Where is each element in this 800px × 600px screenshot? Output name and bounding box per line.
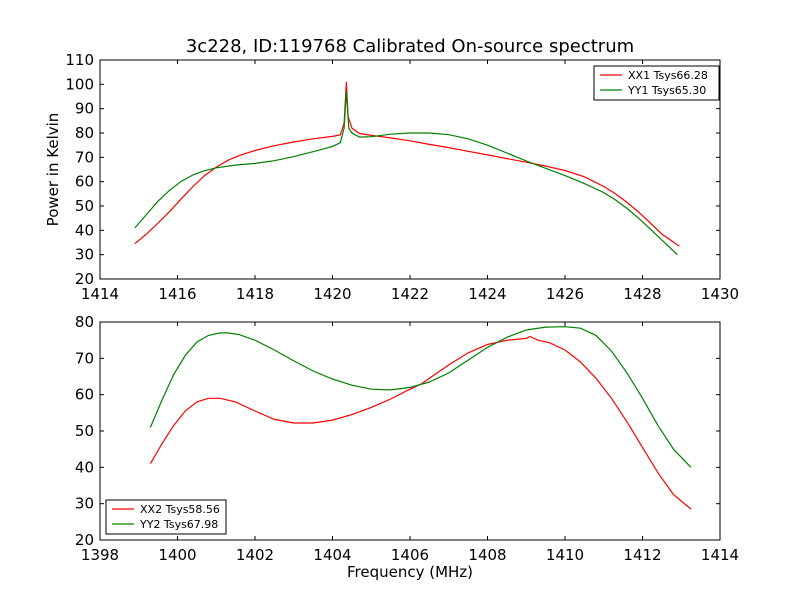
y-tick-label: 80 <box>75 313 94 331</box>
legend-box <box>593 65 720 101</box>
x-tick-label: 1412 <box>623 546 661 564</box>
chart-title: 3c228, ID:119768 Calibrated On-source sp… <box>186 36 634 57</box>
y-tick-label: 20 <box>75 270 94 288</box>
x-tick-label: 1402 <box>236 546 274 564</box>
y-tick-label: 70 <box>75 148 94 166</box>
x-tick-label: 1404 <box>313 546 351 564</box>
legend-entry: YY2 Tsys67.98 <box>139 518 218 531</box>
x-tick-label: 1410 <box>546 546 584 564</box>
x-tick-label: 1428 <box>623 285 661 303</box>
legend: XX2 Tsys58.56 YY2 Tsys67.98 <box>105 499 227 535</box>
x-tick-label: 1400 <box>158 546 196 564</box>
x-tick-label: 1426 <box>546 285 584 303</box>
y-tick-label: 80 <box>75 124 94 142</box>
y-tick-label: 70 <box>75 349 94 367</box>
y-tick-label: 40 <box>75 458 94 476</box>
x-tick-label: 1406 <box>391 546 429 564</box>
top-spectrum-panel: 1414 1416 1418 1420 1422 1424 1426 1428 1430 20 30… <box>44 51 739 303</box>
series-line-yy1 <box>134 91 678 256</box>
x-tick-label: 1418 <box>236 285 274 303</box>
x-tick-label: 1414 <box>81 285 119 303</box>
y-axis-label: Power in Kelvin <box>44 113 62 227</box>
x-tick-label: 1416 <box>158 285 196 303</box>
y-tick-label: 60 <box>75 173 94 191</box>
x-tick-label: 1414 <box>701 546 739 564</box>
y-tick-label: 50 <box>75 197 94 215</box>
x-tick-label: 1408 <box>468 546 506 564</box>
series-line-xx1 <box>134 81 680 247</box>
legend: XX1 Tsys66.28 YY1 Tsys65.30 <box>593 65 720 101</box>
x-axis-label: Frequency (MHz) <box>347 563 473 581</box>
y-tick-label: 60 <box>75 386 94 404</box>
x-tick-label: 1420 <box>313 285 351 303</box>
x-tick-label: 1422 <box>391 285 429 303</box>
y-tick-label: 50 <box>75 422 94 440</box>
y-tick-label: 40 <box>75 221 94 239</box>
bottom-spectrum-panel: 1398 1400 1402 1404 1406 1408 1410 1412 1414 20 30… <box>75 313 739 581</box>
legend-box <box>105 499 227 535</box>
y-tick-label: 30 <box>75 495 94 513</box>
y-tick-label: 90 <box>75 100 94 118</box>
legend-entry: XX2 Tsys58.56 <box>140 503 220 516</box>
legend-entry: YY1 Tsys65.30 <box>627 84 706 97</box>
y-tick-label: 30 <box>75 246 94 264</box>
legend-entry: XX1 Tsys66.28 <box>628 69 708 82</box>
x-tick-label: 1424 <box>468 285 506 303</box>
y-tick-label: 20 <box>75 531 94 549</box>
y-tick-label: 100 <box>65 75 94 93</box>
x-tick-label: 1430 <box>701 285 739 303</box>
series-line-xx2 <box>149 335 692 510</box>
x-tick-label: 1398 <box>81 546 119 564</box>
series-line-yy2 <box>149 326 692 468</box>
y-tick-label: 110 <box>65 51 94 69</box>
